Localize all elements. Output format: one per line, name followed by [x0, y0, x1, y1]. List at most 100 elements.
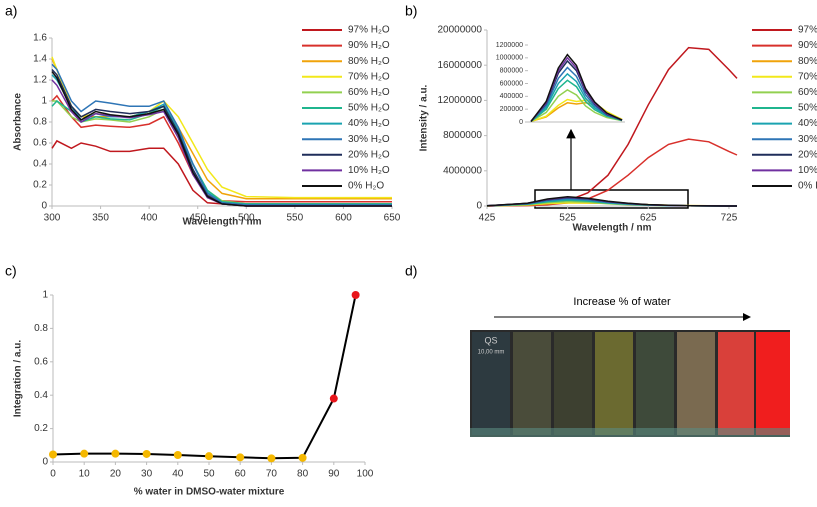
x-tick-label: 650	[384, 213, 401, 224]
y-tick-label: 0.8	[33, 117, 47, 128]
panel-label: a)	[5, 3, 17, 19]
x-axis-label: Wavelength / nm	[182, 217, 261, 228]
y-tick-label: 8000000	[443, 130, 482, 141]
legend-label: 50% H₂O	[798, 103, 817, 114]
y-tick-label: 0	[476, 201, 482, 212]
data-point	[298, 453, 307, 462]
data-line	[51, 63, 392, 206]
data-point	[236, 453, 245, 462]
legend-label: 40% H₂O	[348, 118, 390, 129]
y-tick-label: 1200000	[496, 42, 523, 49]
data-line	[51, 71, 392, 207]
x-tick-label: 350	[92, 213, 109, 224]
x-axis-label: % water in DMSO-water mixture	[134, 487, 285, 498]
data-point	[80, 449, 89, 458]
legend-label: 70% H₂O	[348, 71, 390, 82]
panel-label: b)	[405, 3, 417, 19]
data-line	[51, 94, 392, 203]
x-tick-label: 500	[238, 213, 255, 224]
x-tick-label: 550	[287, 213, 304, 224]
data-point	[205, 452, 213, 461]
legend-label: 97% H₂O	[348, 25, 390, 36]
legend-label: 80% H₂O	[348, 56, 390, 67]
data-line	[51, 139, 392, 205]
data-line	[52, 294, 357, 460]
y-tick-label: 20000000	[438, 25, 483, 36]
data-point	[351, 291, 360, 299]
y-tick-label: 0.2	[34, 423, 48, 434]
y-tick-label: 0	[41, 201, 47, 212]
panel-label: c)	[5, 263, 17, 279]
y-axis-label: Absorbance	[13, 93, 24, 151]
cuvette	[718, 332, 754, 435]
data-line	[486, 138, 738, 207]
legend-label: 10% H₂O	[348, 165, 390, 176]
cuvette	[595, 332, 633, 435]
y-tick-label: 1.6	[33, 33, 47, 44]
y-tick-label: 0.4	[33, 159, 47, 170]
x-tick-label: 70	[266, 469, 278, 480]
x-tick-label: 10	[79, 469, 91, 480]
legend-label: 90% H₂O	[348, 40, 390, 51]
x-tick-label: 50	[203, 469, 215, 480]
cuvette-label: 10,00 mm	[478, 350, 505, 356]
y-tick-label: 0	[519, 119, 523, 126]
y-tick-label: 0.6	[33, 138, 47, 149]
legend-label: 10% H₂O	[798, 165, 817, 176]
x-tick-label: 425	[479, 213, 496, 224]
y-tick-label: 0.6	[34, 356, 48, 367]
legend-label: 20% H₂O	[798, 149, 817, 160]
cuvette-photo: Increase % of water QS 10,00 mm d)	[405, 263, 790, 437]
x-tick-label: 625	[640, 213, 657, 224]
y-tick-label: 200000	[500, 106, 523, 113]
x-tick-label: 20	[110, 469, 122, 480]
data-line	[486, 196, 737, 207]
x-tick-label: 60	[235, 469, 247, 480]
x-tick-label: 600	[335, 213, 352, 224]
y-tick-label: 0.4	[34, 390, 48, 401]
photo-annotation: Increase % of water	[573, 296, 671, 308]
y-tick-label: 0.8	[34, 323, 48, 334]
cuvette	[756, 332, 790, 435]
y-tick-label: 4000000	[443, 165, 482, 176]
y-tick-label: 600000	[500, 80, 523, 87]
data-point	[329, 394, 338, 403]
legend-label: 80% H₂O	[798, 56, 817, 67]
x-axis-label: Wavelength / nm	[572, 223, 651, 234]
y-axis-label: Intensity / a.u.	[419, 84, 430, 151]
data-line	[51, 58, 392, 200]
legend-label: 70% H₂O	[798, 71, 817, 82]
y-tick-label: 1000000	[496, 55, 523, 62]
data-point	[142, 449, 151, 458]
legend-label: 60% H₂O	[348, 87, 390, 98]
cuvette	[472, 332, 510, 435]
legend-label: 20% H₂O	[348, 149, 390, 160]
cuvette-label: QS	[484, 335, 497, 345]
data-line	[51, 56, 392, 199]
x-tick-label: 525	[559, 213, 576, 224]
x-tick-label: 30	[141, 469, 153, 480]
legend-label: 30% H₂O	[348, 134, 390, 145]
cuvette	[677, 332, 715, 435]
legend-label: 90% H₂O	[798, 40, 817, 51]
y-tick-label: 1.4	[33, 54, 47, 65]
x-tick-label: 40	[172, 469, 184, 480]
y-tick-label: 400000	[500, 93, 523, 100]
panel-label: d)	[405, 263, 417, 279]
legend-label: 40% H₂O	[798, 118, 817, 129]
cuvette	[554, 332, 592, 435]
data-line	[530, 89, 623, 123]
x-tick-label: 400	[141, 213, 158, 224]
data-point	[49, 450, 57, 459]
y-tick-label: 0.2	[33, 180, 47, 191]
x-tick-label: 100	[357, 469, 374, 480]
legend-label: 97% H₂O	[798, 25, 817, 36]
x-tick-label: 300	[44, 213, 61, 224]
legend-label: 0% H₂O	[798, 181, 817, 192]
y-tick-label: 1	[42, 290, 48, 301]
y-axis-label: Integration / a.u.	[13, 340, 24, 417]
y-tick-label: 1	[41, 96, 47, 107]
data-point	[111, 449, 120, 458]
data-line	[530, 66, 623, 122]
